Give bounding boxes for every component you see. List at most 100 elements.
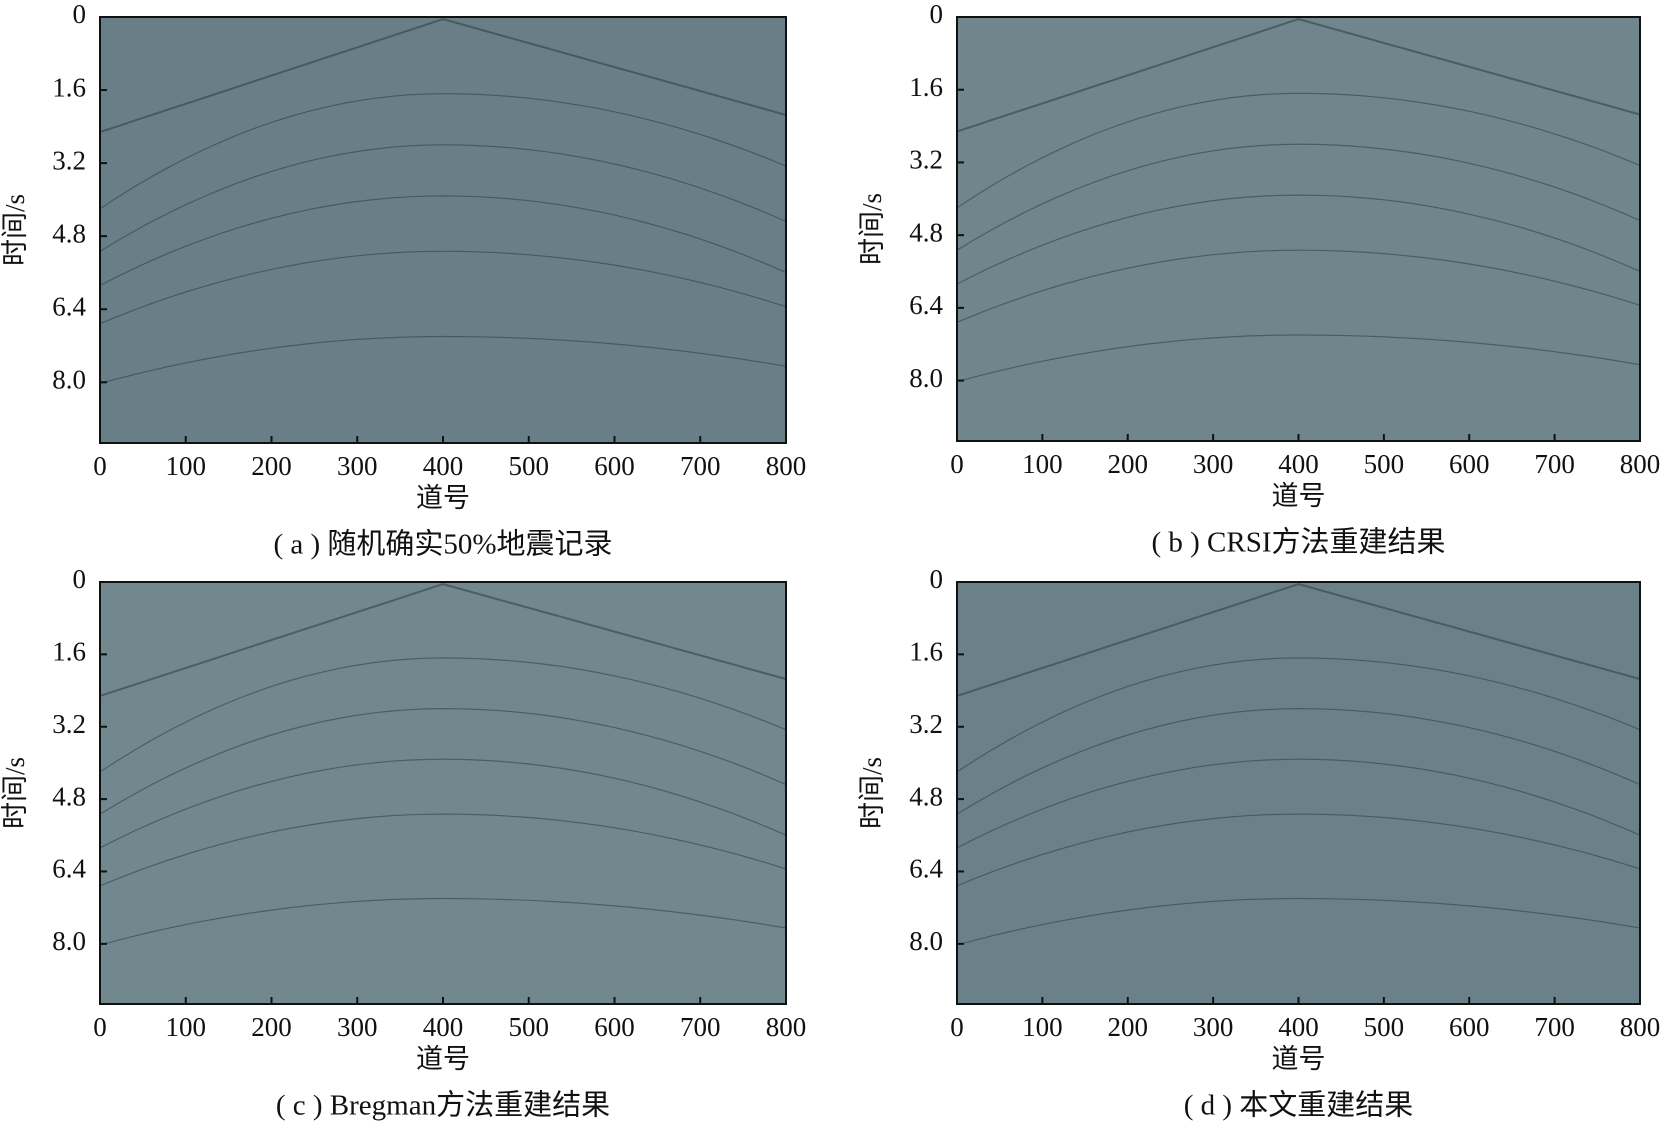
y-tick-label: 8.0	[52, 926, 86, 956]
x-tick-label: 0	[950, 1012, 964, 1042]
x-tick-label: 300	[337, 1012, 378, 1042]
y-tick-label: 1.6	[909, 637, 943, 667]
x-tick-label: 300	[337, 451, 378, 481]
reflection	[956, 249, 1641, 323]
x-tick-label: 0	[93, 451, 107, 481]
y-tick-label: 3.2	[52, 709, 86, 739]
reflection	[99, 657, 787, 773]
x-axis-label: 道号	[416, 483, 470, 513]
x-tick-label: 200	[1108, 449, 1149, 479]
reflection	[99, 813, 787, 887]
reflection	[99, 583, 787, 697]
x-tick-label: 600	[1449, 449, 1490, 479]
reflection	[956, 92, 1641, 209]
y-tick-label: 4.8	[52, 781, 86, 811]
x-tick-label: 800	[766, 1012, 807, 1042]
seismic-image	[100, 582, 786, 1004]
y-axis-label: 时间/s	[0, 194, 30, 266]
x-tick-label: 700	[1534, 449, 1575, 479]
x-tick-label: 700	[680, 451, 721, 481]
y-tick-label: 1.6	[52, 637, 86, 667]
x-tick-label: 100	[1022, 449, 1063, 479]
x-tick-label: 100	[1022, 1012, 1063, 1042]
x-axis-label: 道号	[1272, 1044, 1326, 1074]
x-tick-label: 600	[594, 451, 635, 481]
y-tick-label: 0	[73, 564, 87, 594]
reflection	[956, 897, 1641, 946]
seismic-image	[957, 17, 1640, 441]
x-tick-label: 400	[423, 1012, 464, 1042]
reflection	[99, 18, 787, 133]
x-tick-label: 300	[1193, 1012, 1234, 1042]
reflection	[956, 657, 1641, 773]
x-tick-label: 100	[166, 451, 207, 481]
x-tick-label: 800	[1620, 449, 1661, 479]
y-tick-label: 1.6	[909, 72, 943, 102]
y-tick-label: 3.2	[909, 145, 943, 175]
reflection	[99, 144, 787, 252]
seismic-image	[957, 582, 1640, 1004]
y-tick-label: 3.2	[52, 145, 86, 175]
x-tick-label: 300	[1193, 449, 1234, 479]
x-axis-label: 道号	[416, 1044, 470, 1074]
caption: ( a ) 随机确实50%地震记录	[273, 528, 612, 561]
x-tick-label: 800	[1620, 1012, 1661, 1042]
y-tick-label: 4.8	[909, 217, 943, 247]
reflection	[99, 195, 787, 286]
seismic-events	[956, 583, 1641, 946]
y-tick-label: 6.4	[52, 291, 86, 321]
y-tick-label: 0	[930, 0, 944, 29]
x-tick-label: 700	[1534, 1012, 1575, 1042]
y-axis-label: 时间/s	[857, 193, 887, 265]
y-tick-label: 6.4	[909, 290, 943, 320]
y-tick-label: 6.4	[52, 854, 86, 884]
seismic-events	[956, 18, 1641, 383]
x-tick-label: 200	[251, 1012, 292, 1042]
seismic-events	[99, 583, 787, 946]
y-tick-label: 8.0	[909, 926, 943, 956]
reflection	[99, 93, 787, 210]
y-tick-label: 8.0	[52, 364, 86, 394]
caption: ( d ) 本文重建结果	[1184, 1089, 1414, 1122]
reflection	[956, 143, 1641, 251]
x-tick-label: 500	[509, 451, 550, 481]
reflection	[956, 813, 1641, 887]
y-tick-label: 1.6	[52, 72, 86, 102]
y-tick-label: 3.2	[909, 709, 943, 739]
reflection	[956, 334, 1641, 383]
reflection	[99, 335, 787, 384]
seismic-image	[100, 17, 786, 443]
y-tick-label: 0	[73, 0, 87, 29]
reflection	[956, 758, 1641, 849]
y-tick-label: 8.0	[909, 363, 943, 393]
reflection	[99, 250, 787, 325]
y-axis-label: 时间/s	[0, 757, 30, 829]
reflection	[956, 18, 1641, 133]
x-tick-label: 800	[766, 451, 807, 481]
reflection	[956, 583, 1641, 697]
reflection	[956, 194, 1641, 285]
x-tick-label: 100	[166, 1012, 207, 1042]
x-tick-label: 200	[1108, 1012, 1149, 1042]
x-tick-label: 600	[1449, 1012, 1490, 1042]
x-tick-label: 500	[1364, 449, 1405, 479]
x-tick-label: 0	[950, 449, 964, 479]
caption: ( c ) Bregman方法重建结果	[276, 1089, 610, 1122]
x-tick-label: 600	[594, 1012, 635, 1042]
x-tick-label: 0	[93, 1012, 107, 1042]
y-tick-label: 0	[930, 564, 944, 594]
x-tick-label: 500	[509, 1012, 550, 1042]
caption: ( b ) CRSI方法重建结果	[1151, 526, 1445, 559]
x-tick-label: 400	[1278, 449, 1319, 479]
reflection	[99, 707, 787, 815]
y-tick-label: 4.8	[52, 218, 86, 248]
reflection	[99, 758, 787, 849]
x-tick-label: 400	[1278, 1012, 1319, 1042]
reflection	[956, 707, 1641, 815]
reflection	[99, 897, 787, 946]
x-tick-label: 200	[251, 451, 292, 481]
x-axis-label: 道号	[1272, 481, 1326, 511]
y-axis-label: 时间/s	[857, 757, 887, 829]
seismic-events	[99, 18, 787, 384]
